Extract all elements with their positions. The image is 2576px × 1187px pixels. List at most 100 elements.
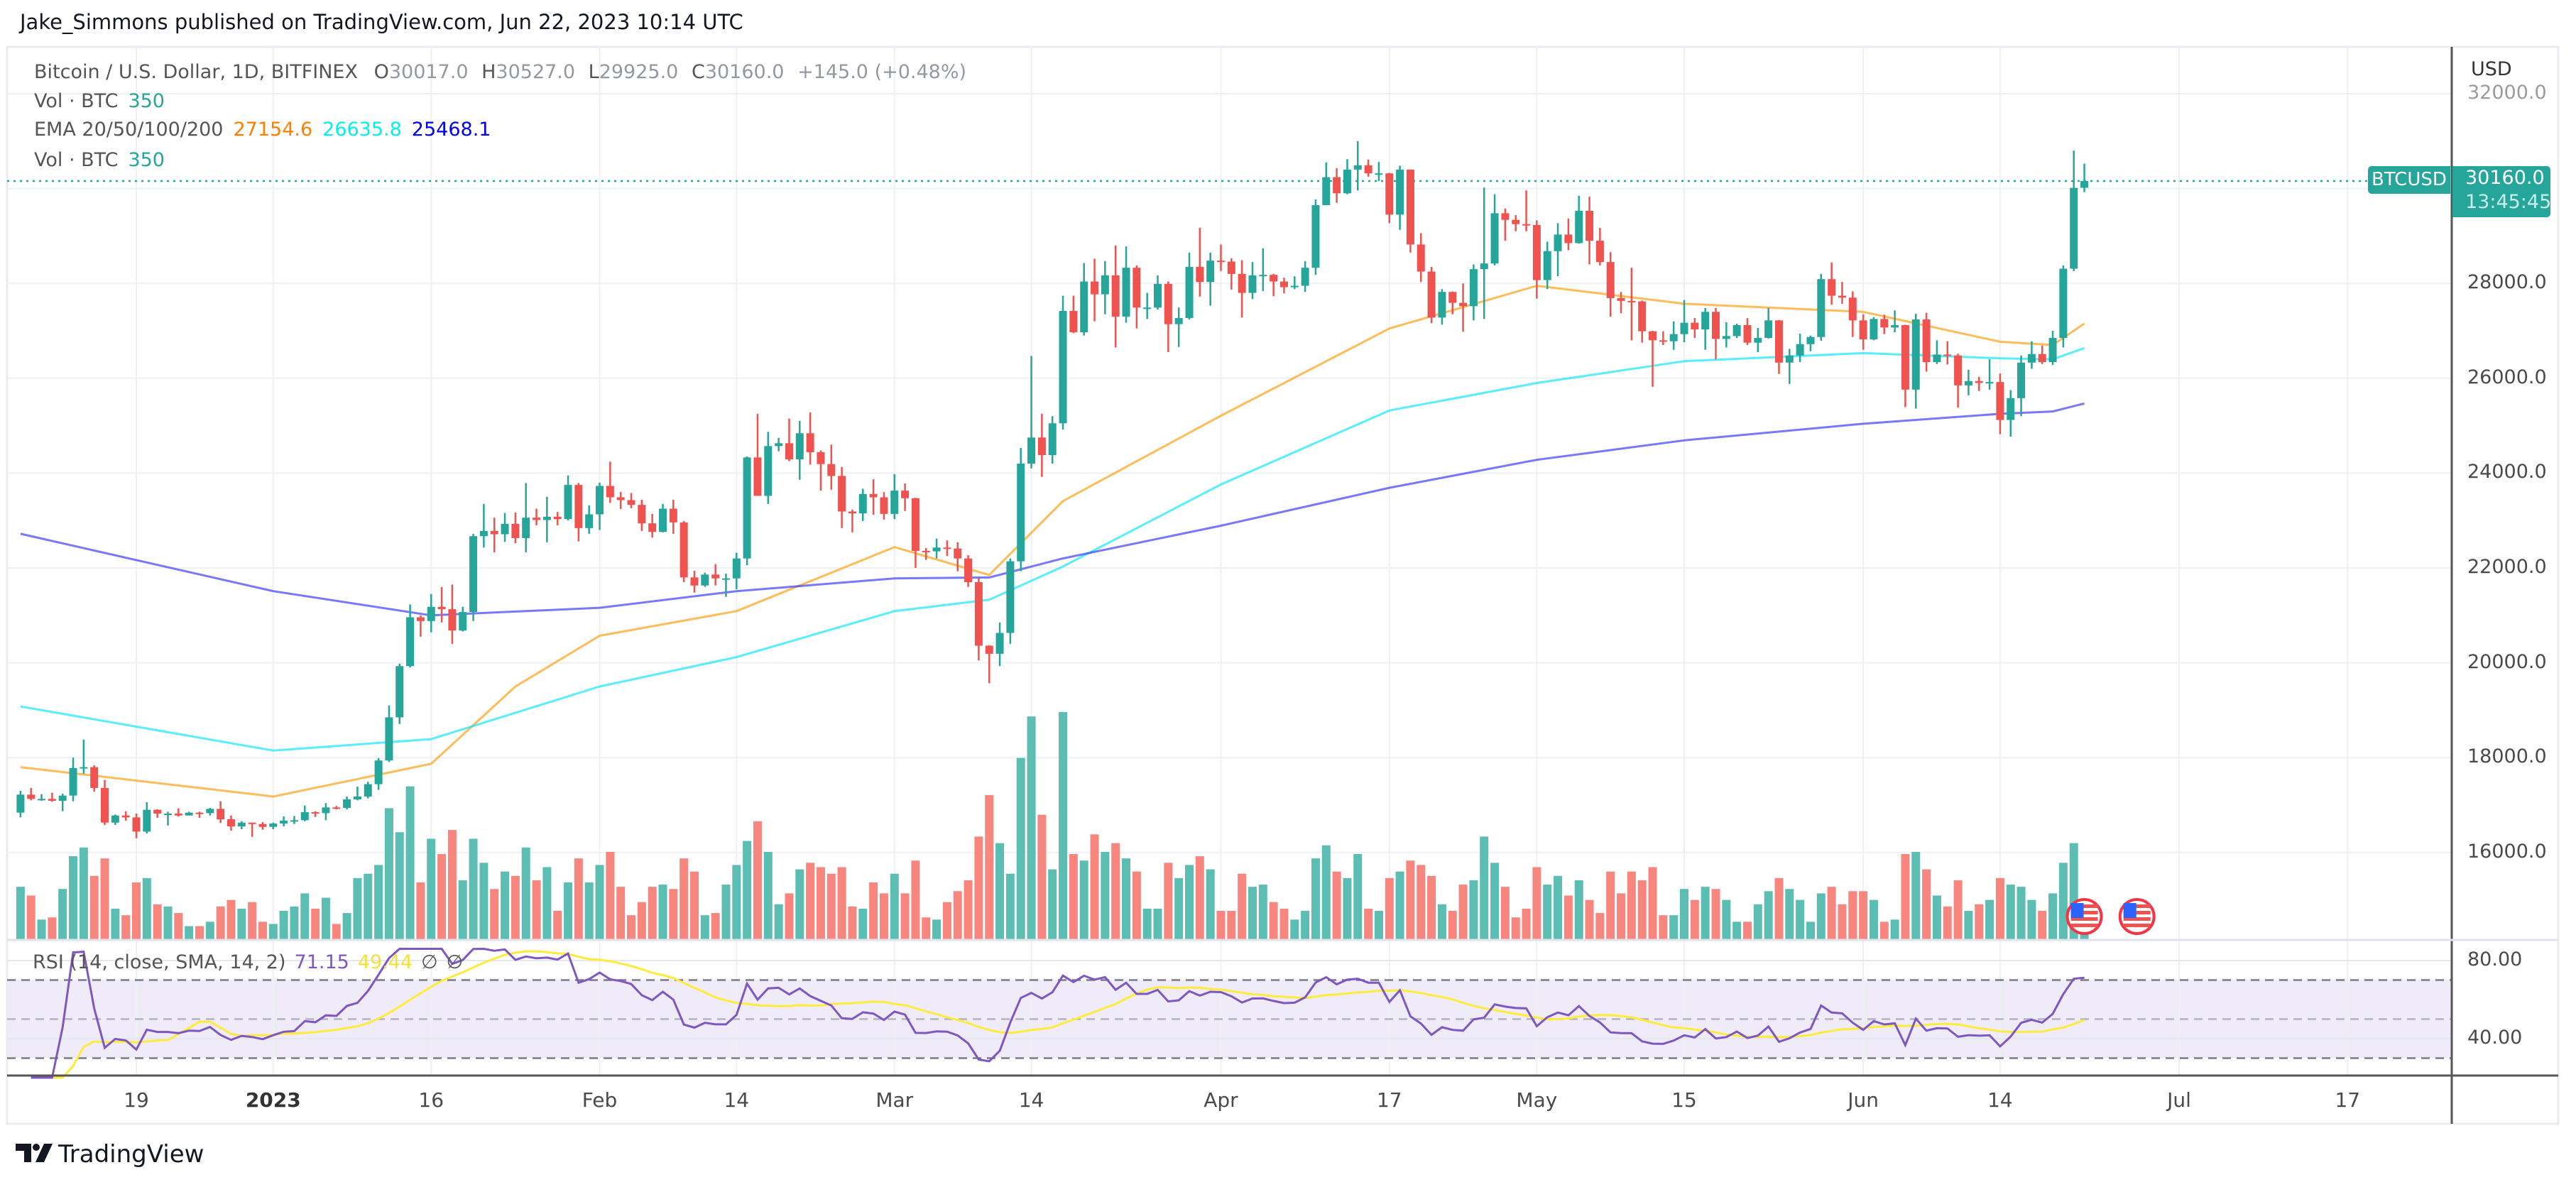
candle[interactable]	[785, 418, 793, 461]
candle[interactable]	[1554, 223, 1562, 277]
candle[interactable]	[248, 822, 256, 837]
candle[interactable]	[533, 508, 541, 525]
candle[interactable]	[1154, 275, 1162, 310]
candle[interactable]	[1985, 359, 1994, 390]
candle[interactable]	[1817, 273, 1825, 341]
candle[interactable]	[1164, 281, 1172, 353]
candle[interactable]	[911, 498, 919, 568]
candle[interactable]	[1364, 159, 1372, 177]
candle[interactable]	[511, 512, 520, 544]
rsi-legend[interactable]: RSI (14, close, SMA, 14, 2) 71.15 49.44 ∅ ∅	[33, 951, 471, 973]
candle[interactable]	[795, 420, 804, 480]
candle[interactable]	[964, 554, 973, 587]
candle[interactable]	[616, 492, 625, 510]
event-markers[interactable]	[2065, 898, 2156, 935]
candle[interactable]	[901, 483, 910, 511]
candle[interactable]	[48, 792, 56, 802]
candle[interactable]	[542, 496, 551, 542]
candle[interactable]	[932, 538, 941, 559]
candle[interactable]	[38, 794, 46, 801]
candle[interactable]	[427, 594, 435, 633]
candle[interactable]	[1216, 244, 1225, 271]
candle[interactable]	[890, 474, 899, 520]
candle[interactable]	[1964, 369, 1972, 395]
candle[interactable]	[1975, 376, 1983, 391]
candle[interactable]	[290, 816, 298, 824]
candle[interactable]	[2027, 341, 2036, 369]
candle[interactable]	[90, 765, 99, 792]
candle[interactable]	[974, 577, 983, 661]
candle[interactable]	[553, 512, 562, 525]
candle[interactable]	[1459, 283, 1468, 332]
candle[interactable]	[1048, 416, 1057, 464]
candle[interactable]	[869, 479, 878, 515]
candle[interactable]	[701, 572, 709, 587]
candle[interactable]	[1301, 261, 1309, 292]
candle[interactable]	[1774, 319, 1783, 374]
candle[interactable]	[1543, 241, 1551, 290]
candle[interactable]	[1279, 278, 1288, 294]
candle[interactable]	[185, 811, 193, 816]
candle[interactable]	[732, 552, 741, 590]
candle[interactable]	[2007, 390, 2015, 437]
candle[interactable]	[469, 533, 478, 621]
candle[interactable]	[985, 645, 993, 684]
candle[interactable]	[2059, 265, 2068, 348]
candle[interactable]	[416, 615, 425, 637]
candle[interactable]	[1722, 322, 1730, 348]
candle[interactable]	[1270, 273, 1278, 297]
candle[interactable]	[374, 757, 383, 790]
candle[interactable]	[1617, 292, 1625, 314]
candle[interactable]	[1427, 266, 1436, 324]
candle[interactable]	[1764, 307, 1773, 339]
candle[interactable]	[1037, 413, 1046, 477]
candle[interactable]	[1417, 233, 1425, 283]
candle[interactable]	[437, 586, 446, 623]
candle[interactable]	[1732, 323, 1741, 339]
candle[interactable]	[1627, 268, 1636, 341]
candle[interactable]	[1564, 218, 1573, 251]
candle[interactable]	[1238, 260, 1246, 318]
candle[interactable]	[258, 822, 267, 830]
candle[interactable]	[1375, 162, 1383, 181]
candle[interactable]	[1701, 307, 1710, 350]
candle[interactable]	[459, 606, 467, 632]
candle[interactable]	[848, 509, 856, 532]
candle[interactable]	[1901, 324, 1909, 407]
candle[interactable]	[1743, 317, 1752, 346]
candle[interactable]	[1006, 558, 1015, 644]
candle[interactable]	[1248, 262, 1257, 300]
candle[interactable]	[1069, 295, 1078, 334]
candle[interactable]	[343, 796, 351, 810]
candle[interactable]	[2080, 163, 2089, 192]
candle[interactable]	[522, 483, 530, 552]
candle[interactable]	[596, 482, 604, 530]
candle[interactable]	[353, 786, 361, 801]
candle[interactable]	[1027, 356, 1036, 469]
candle[interactable]	[1490, 194, 1499, 266]
candle[interactable]	[2038, 345, 2046, 364]
candle[interactable]	[995, 622, 1004, 667]
candle[interactable]	[1649, 331, 1657, 387]
candle[interactable]	[69, 757, 77, 802]
candle[interactable]	[1406, 169, 1414, 253]
candle[interactable]	[753, 413, 762, 496]
candle[interactable]	[858, 488, 867, 521]
candle[interactable]	[1954, 354, 1963, 408]
candle[interactable]	[954, 542, 962, 571]
candle[interactable]	[1669, 321, 1678, 350]
tradingview-logo[interactable]: TradingView	[16, 1140, 204, 1169]
candle[interactable]	[1754, 327, 1762, 353]
candle[interactable]	[1185, 252, 1194, 319]
candle[interactable]	[16, 790, 25, 818]
candle[interactable]	[648, 513, 657, 538]
candle[interactable]	[1396, 165, 1404, 230]
candle[interactable]	[385, 705, 393, 762]
candle[interactable]	[163, 811, 172, 826]
candle[interactable]	[943, 540, 951, 557]
candle[interactable]	[174, 808, 182, 817]
candle[interactable]	[1532, 220, 1541, 299]
candle[interactable]	[1712, 307, 1720, 360]
candle[interactable]	[195, 811, 204, 819]
